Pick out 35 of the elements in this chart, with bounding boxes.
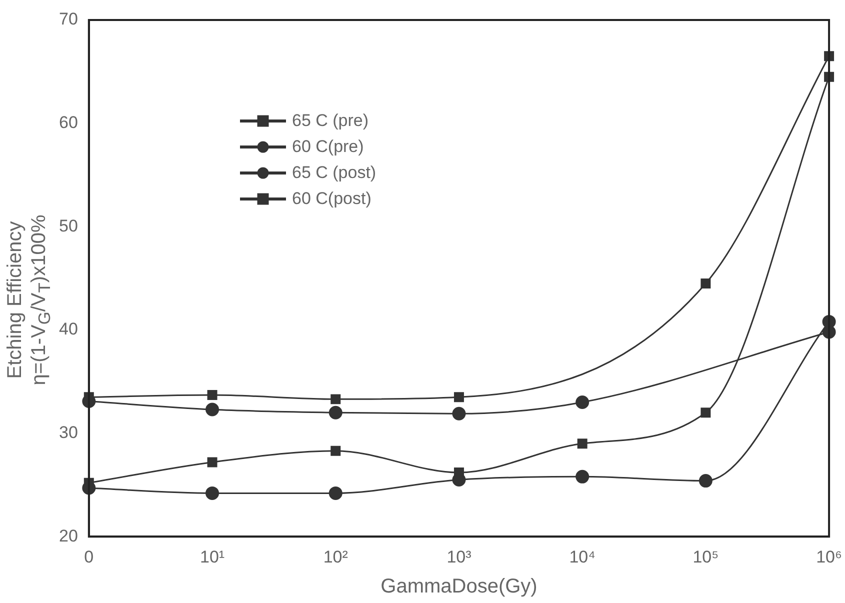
x-tick-label: 10³: [446, 547, 472, 566]
point: [452, 473, 466, 487]
point: [577, 438, 588, 449]
point: [454, 392, 464, 402]
point: [700, 278, 711, 288]
x-tick-label: 10²: [323, 547, 348, 566]
y-tick-label: 60: [58, 113, 78, 132]
point: [206, 486, 220, 500]
point: [328, 406, 342, 420]
x-tick-label: 0: [84, 547, 94, 566]
point: [698, 474, 712, 488]
point: [576, 396, 590, 410]
point: [328, 486, 342, 500]
x-tick-label: 10⁴: [569, 547, 596, 566]
y-tick-label: 70: [58, 10, 78, 29]
point: [576, 470, 590, 484]
y-tick-label: 50: [58, 216, 78, 236]
point: [206, 402, 220, 416]
point: [330, 394, 341, 404]
legend-label: 60 C(post): [292, 189, 372, 209]
x-tick-label: 10⁵: [692, 547, 719, 566]
y-tick-label: 20: [58, 526, 78, 546]
y-tick-label: 30: [58, 422, 78, 442]
point: [700, 408, 711, 418]
x-axis-title: GammaDose(Gy): [380, 576, 538, 598]
x-tick-label: 10¹: [200, 547, 225, 566]
point: [207, 457, 218, 468]
y-tick-label: 40: [58, 320, 78, 339]
point: [330, 446, 341, 456]
point: [207, 390, 218, 400]
legend-label: 60 C(pre): [292, 137, 364, 157]
point: [452, 406, 466, 420]
legend-label: 65 C (post): [292, 163, 376, 183]
legend-label: 65 C (pre): [292, 111, 369, 131]
x-tick-label: 10⁶: [816, 547, 842, 566]
